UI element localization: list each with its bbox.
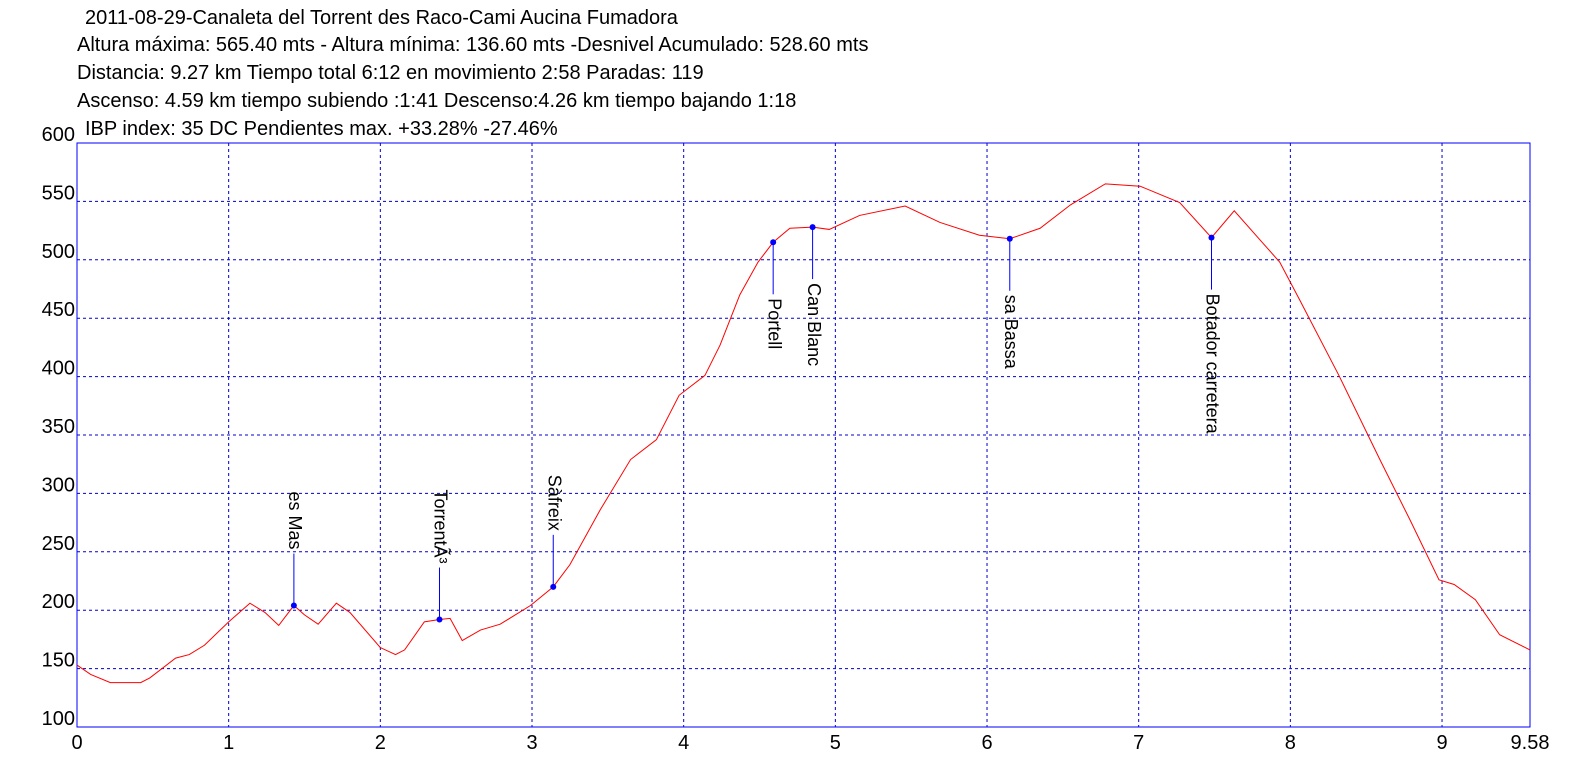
info-line: Altura máxima: 565.40 mts - Altura mínim… — [77, 34, 868, 56]
waypoint-label: Botador carretera — [1203, 294, 1223, 435]
x-tick-label: 8 — [1285, 732, 1296, 754]
x-tick-label: 6 — [981, 732, 992, 754]
y-tick-label: 300 — [42, 474, 75, 496]
x-tick-label: 9.58 — [1511, 732, 1550, 754]
y-tick-label: 450 — [42, 299, 75, 321]
y-tick-label: 200 — [42, 591, 75, 613]
waypoint-marker — [809, 224, 816, 231]
waypoint-marker — [550, 583, 557, 590]
y-tick-label: 350 — [42, 416, 75, 438]
x-tick-label: 0 — [71, 732, 82, 754]
plot-frame — [76, 142, 1531, 728]
waypoint-marker — [1006, 235, 1013, 242]
y-tick-label: 100 — [42, 708, 75, 730]
y-tick-label: 600 — [42, 124, 75, 146]
x-tick-label: 3 — [526, 732, 537, 754]
x-tick-label: 4 — [678, 732, 689, 754]
info-line: Distancia: 9.27 km Tiempo total 6:12 en … — [77, 62, 704, 84]
info-line: IBP index: 35 DC Pendientes max. +33.28%… — [85, 118, 558, 140]
x-tick-label: 7 — [1133, 732, 1144, 754]
waypoint-marker — [1208, 234, 1215, 241]
waypoint-label: sa Bassa — [1001, 295, 1021, 370]
y-tick-label: 250 — [42, 533, 75, 555]
waypoint-marker — [290, 602, 297, 609]
chart-title: 2011-08-29-Canaleta del Torrent des Raco… — [85, 7, 679, 29]
waypoint-marker — [436, 616, 443, 623]
waypoint-label: Sàfreix — [544, 475, 564, 531]
waypoint-label: es Mas — [285, 491, 305, 549]
y-tick-label: 150 — [42, 650, 75, 672]
x-tick-label: 1 — [223, 732, 234, 754]
y-tick-label: 550 — [42, 182, 75, 204]
y-tick-label: 500 — [42, 241, 75, 263]
y-tick-label: 400 — [42, 358, 75, 380]
waypoint-label: TorrentÃ³ — [431, 490, 452, 564]
info-line: Ascenso: 4.59 km tiempo subiendo :1:41 D… — [77, 90, 796, 112]
x-tick-label: 2 — [375, 732, 386, 754]
x-tick-label: 9 — [1436, 732, 1447, 754]
waypoint-label: Can Blanc — [804, 283, 824, 366]
elevation-line — [76, 183, 1531, 684]
waypoint-label: Portell — [764, 298, 784, 349]
waypoint-marker — [770, 239, 777, 246]
x-tick-label: 5 — [830, 732, 841, 754]
